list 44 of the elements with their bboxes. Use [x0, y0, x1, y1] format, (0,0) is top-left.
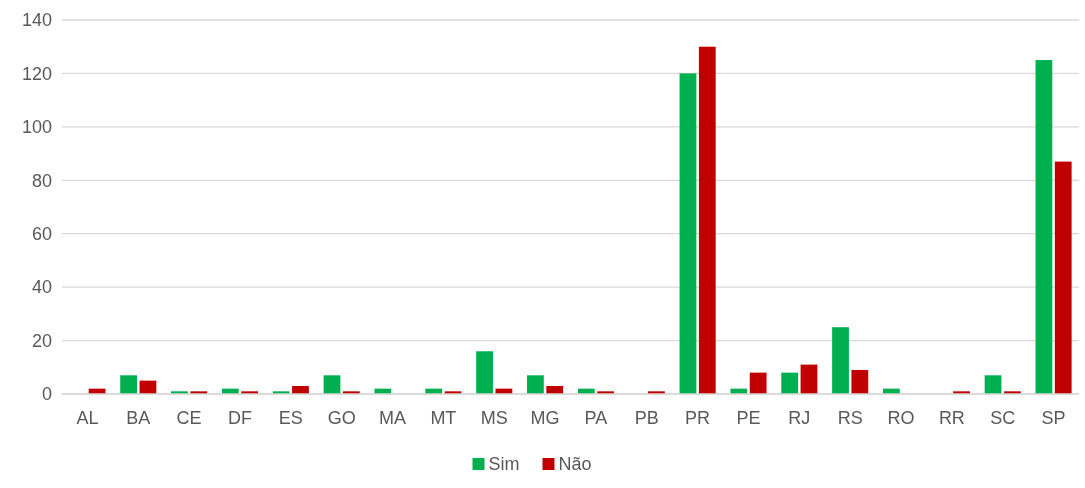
bar — [800, 364, 818, 394]
bar — [476, 351, 493, 394]
y-tick-label: 60 — [31, 224, 52, 245]
bar — [698, 46, 716, 394]
x-tick-label: GO — [327, 408, 356, 428]
bar — [749, 372, 767, 394]
x-tick-label: MS — [480, 408, 508, 428]
bar — [120, 375, 137, 394]
bar — [323, 375, 341, 394]
x-tick-label: SC — [990, 408, 1016, 428]
bar — [781, 372, 799, 394]
bar — [1035, 60, 1053, 394]
y-tick-label: 120 — [21, 63, 52, 84]
x-tick-label: RR — [938, 408, 965, 428]
y-tick-label: 0 — [41, 384, 52, 405]
x-tick-label: DF — [227, 408, 252, 428]
y-tick-label: 80 — [31, 170, 52, 191]
x-tick-label: SP — [1041, 408, 1066, 428]
x-tick-label: PE — [736, 408, 761, 428]
bar — [984, 375, 1002, 394]
x-tick-label: ES — [278, 408, 303, 428]
x-tick-label: PB — [634, 408, 659, 428]
x-tick-label: RS — [837, 408, 863, 428]
x-tick-label: BA — [126, 408, 151, 428]
y-tick-label: 40 — [31, 277, 52, 298]
x-tick-label: PA — [584, 408, 608, 428]
bar — [832, 327, 849, 394]
legend-label: Sim — [488, 454, 520, 475]
legend-label: Não — [558, 454, 592, 475]
x-tick-label: AL — [76, 408, 99, 428]
x-tick-label: PR — [685, 408, 711, 428]
x-tick-label: MG — [530, 408, 560, 428]
bar — [679, 73, 697, 394]
x-tick-label: MA — [379, 408, 407, 428]
x-tick-label: RO — [887, 408, 915, 428]
x-tick-label: CE — [176, 408, 202, 428]
x-tick-label: MT — [430, 408, 457, 428]
bar — [851, 369, 869, 394]
y-tick-label: 140 — [21, 10, 52, 31]
y-tick-label: 100 — [21, 117, 52, 138]
x-tick-label: RJ — [788, 408, 811, 428]
bar — [527, 375, 544, 394]
y-tick-label: 20 — [31, 330, 52, 351]
bar — [1054, 161, 1072, 394]
